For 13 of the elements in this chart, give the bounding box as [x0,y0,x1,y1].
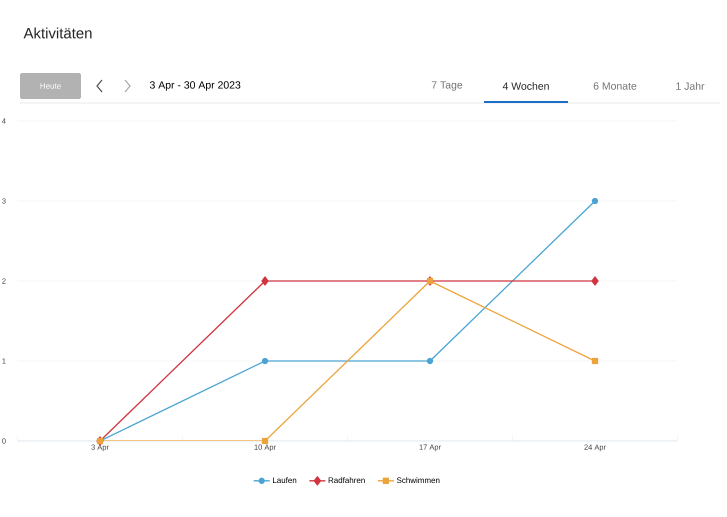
point [592,198,598,204]
point [262,358,268,364]
chart-title: Aktivitäten [24,28,92,38]
chart-subtitle: 3 Apr - 30 Apr 2023 [150,81,240,91]
text: 1 Jahr [676,82,704,90]
text: 4 Wochen [502,82,549,90]
point [261,276,269,286]
text: 7 Tage [432,81,462,91]
point [592,358,598,364]
point [591,276,599,286]
point [262,438,268,444]
text: 6 Monate [594,82,636,90]
point [426,358,434,364]
